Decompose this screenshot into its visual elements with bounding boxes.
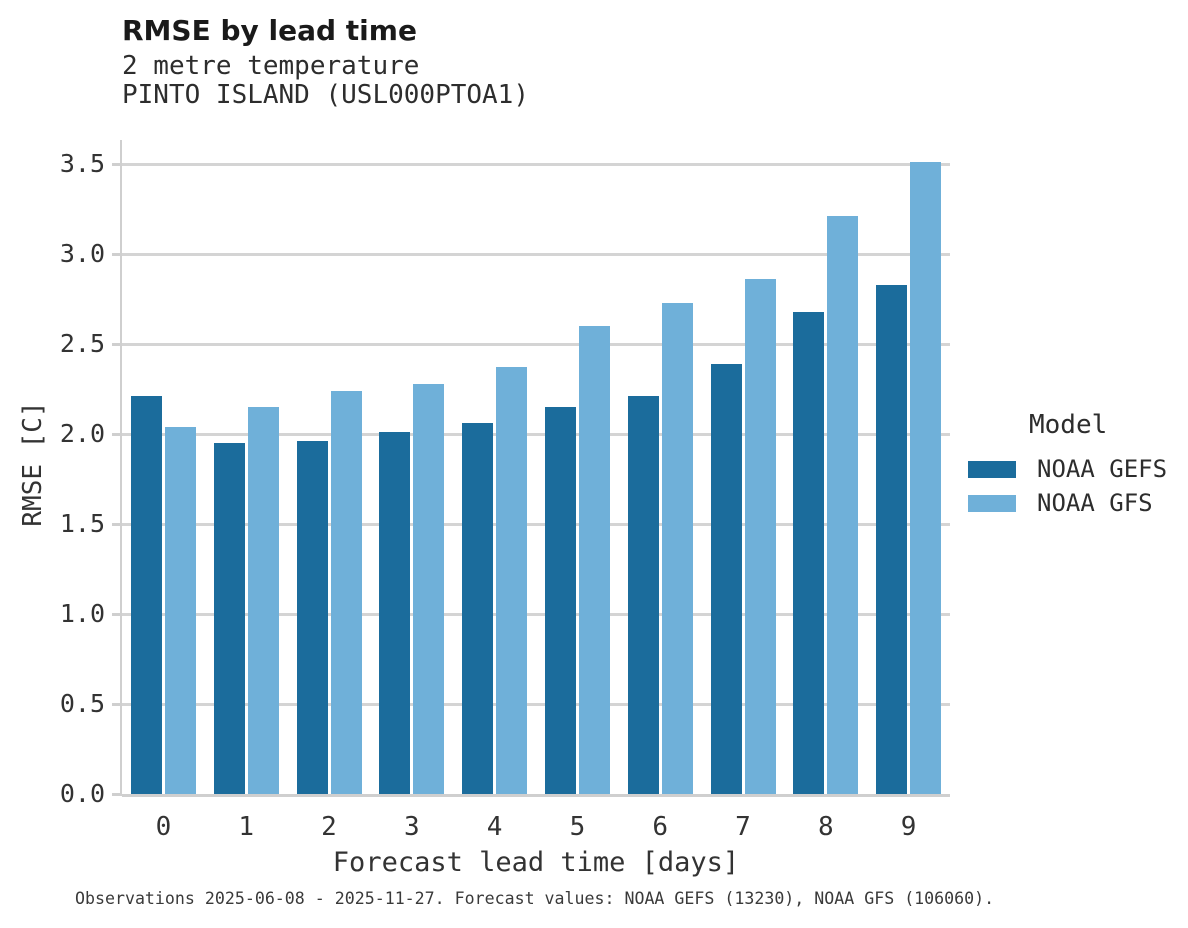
bar-noaa-gfs-lead-0 [164,426,196,794]
bar-noaa-gfs-lead-1 [247,407,279,794]
x-tick-label-5: 5 [569,812,586,842]
bar-noaa-gefs-lead-3 [379,432,411,794]
gridline-1.5 [122,522,950,526]
y-tick-1.0 [112,612,122,616]
legend-entry-noaa-gfs: NOAA GFS [968,486,1167,520]
bar-noaa-gefs-lead-8 [793,311,825,794]
y-tick-label-3.0: 3.0 [59,239,105,268]
x-axis-spine [122,794,950,797]
gridline-1.0 [122,612,950,616]
bar-noaa-gfs-lead-6 [661,302,693,794]
x-tick-label-6: 6 [652,812,669,842]
y-tick-label-0.0: 0.0 [59,779,105,808]
bar-noaa-gefs-lead-6 [627,396,659,794]
bar-noaa-gefs-lead-0 [130,396,162,794]
x-tick-label-4: 4 [486,812,503,842]
footer-note: Observations 2025-06-08 - 2025-11-27. Fo… [75,889,995,908]
y-tick-2.5 [112,342,122,346]
y-tick-label-1.5: 1.5 [59,509,105,538]
y-tick-0.0 [112,792,122,796]
x-axis-label: Forecast lead time [days] [332,847,740,878]
bar-noaa-gfs-lead-4 [496,367,528,794]
bar-noaa-gefs-lead-7 [710,363,742,794]
gridline-2.5 [122,342,950,346]
bar-noaa-gfs-lead-2 [330,390,362,794]
legend-label-noaa-gefs: NOAA GEFS [1037,455,1168,483]
y-tick-label-2.0: 2.0 [59,419,105,448]
bar-noaa-gfs-lead-7 [744,279,776,794]
plot-area [120,140,950,797]
x-tick-label-1: 1 [238,812,255,842]
legend-swatch-noaa-gefs [968,460,1016,478]
x-tick-label-2: 2 [321,812,337,842]
x-tick-label-7: 7 [735,812,751,842]
legend-entry-noaa-gefs: NOAA GEFS [968,452,1167,486]
bar-noaa-gfs-lead-9 [910,162,942,794]
x-tick-label-9: 9 [900,812,917,842]
y-tick-1.5 [112,522,122,526]
x-tick-label-0: 0 [155,812,172,842]
bar-noaa-gfs-lead-3 [413,383,445,794]
y-tick-label-1.0: 1.0 [59,599,105,628]
bar-noaa-gefs-lead-9 [876,284,908,794]
y-tick-label-3.5: 3.5 [59,149,105,178]
legend-swatch-noaa-gfs [968,494,1016,512]
bar-noaa-gfs-lead-5 [578,326,610,794]
legend-title: Model [1029,410,1108,440]
gridline-2.0 [122,432,950,436]
y-tick-3.5 [112,162,122,166]
bar-noaa-gfs-lead-8 [827,216,859,794]
y-tick-0.5 [112,702,122,706]
y-tick-2.0 [112,432,122,436]
chart-subtitle-variable: 2 metre temperature [122,51,420,81]
y-tick-label-2.5: 2.5 [59,329,105,358]
gridline-0.5 [122,702,950,706]
bar-noaa-gefs-lead-4 [462,423,494,794]
x-tick-label-3: 3 [403,812,420,842]
y-tick-label-0.5: 0.5 [59,689,105,718]
legend: Model NOAA GEFS NOAA GFS [968,412,1167,520]
y-axis-spine [120,140,122,794]
legend-label-noaa-gfs: NOAA GFS [1037,489,1153,517]
bar-noaa-gefs-lead-5 [544,407,576,794]
gridline-3.0 [122,252,950,256]
bar-noaa-gefs-lead-1 [213,443,245,794]
chart-title: RMSE by lead time [122,14,417,47]
y-tick-3.0 [112,252,122,256]
x-tick-label-8: 8 [817,812,834,842]
bar-noaa-gefs-lead-2 [296,441,328,794]
gridline-3.5 [122,162,950,166]
chart-subtitle-station: PINTO ISLAND (USL000PTOA1) [122,80,529,110]
